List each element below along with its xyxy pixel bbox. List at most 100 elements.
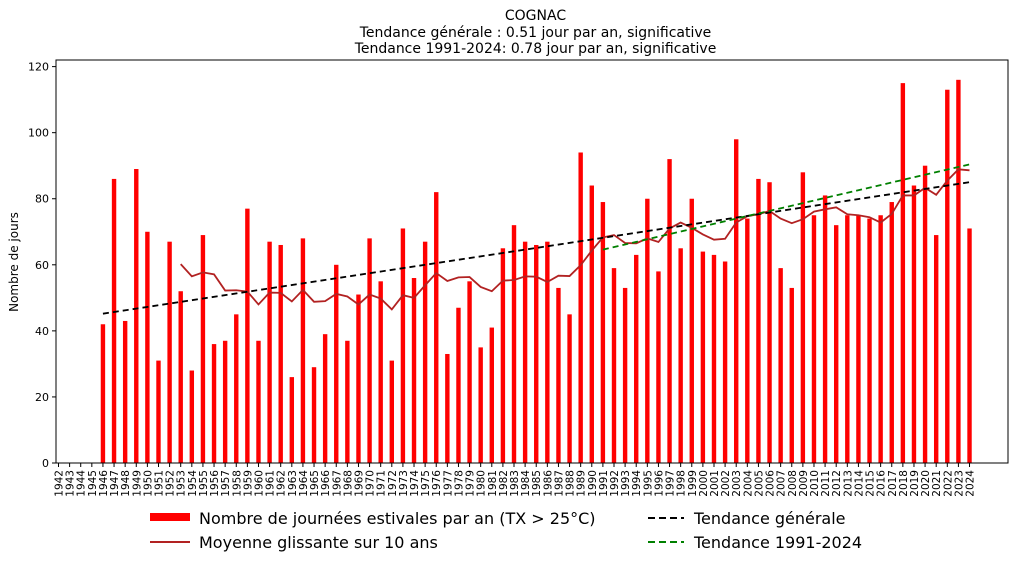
x-tick-label-2014: 2014 (853, 470, 865, 497)
bar-2005 (756, 178, 761, 464)
x-tick-label-1995: 1995 (642, 470, 654, 497)
bar-1968 (345, 340, 350, 463)
x-tick-label-1984: 1984 (520, 470, 532, 497)
legend-label-trend-1991-2024: Tendance 1991-2024 (693, 533, 862, 552)
bar-1964 (300, 238, 306, 463)
x-tick-label-2021: 2021 (931, 470, 943, 497)
bar-1980 (478, 347, 483, 463)
x-tick-label-2006: 2006 (765, 470, 777, 497)
bar-1947 (111, 178, 117, 464)
bar-1958 (234, 314, 239, 463)
bar-1989 (578, 152, 583, 464)
x-tick-label-1960: 1960 (253, 470, 265, 497)
legend-label-bars: Nombre de journées estivales par an (TX … (199, 509, 596, 528)
x-tick-label-2013: 2013 (842, 470, 854, 497)
bar-1993 (622, 287, 628, 463)
bar-1972 (389, 360, 394, 463)
x-tick-label-2010: 2010 (809, 470, 821, 497)
bar-1986 (545, 241, 550, 463)
bar-2013 (845, 215, 850, 463)
x-tick-label-1952: 1952 (165, 470, 177, 497)
x-tick-label-1987: 1987 (553, 470, 565, 497)
bar-2017 (889, 202, 894, 464)
bar-1994 (634, 254, 639, 463)
bar-1952 (167, 241, 172, 463)
bar-1984 (522, 241, 528, 463)
x-tick-label-1982: 1982 (498, 470, 510, 497)
bar-1969 (356, 294, 361, 463)
bar-1962 (278, 244, 283, 463)
x-tick-label-1950: 1950 (142, 470, 154, 497)
bar-2001 (711, 254, 717, 463)
plot-frame (55, 59, 1009, 464)
bar-1996 (656, 271, 661, 463)
plot-area (100, 79, 972, 464)
bar-1998 (678, 248, 683, 463)
bar-1973 (400, 228, 406, 463)
y-tick-label-80: 80 (35, 193, 49, 206)
x-tick-label-2007: 2007 (776, 470, 788, 497)
bar-1983 (511, 225, 517, 463)
x-tick-label-2004: 2004 (742, 470, 754, 497)
bar-2023 (956, 79, 961, 463)
y-axis-label: Nombre de jours (7, 212, 21, 312)
bar-1978 (456, 307, 461, 463)
bar-2006 (767, 182, 772, 463)
x-tick-label-1966: 1966 (320, 470, 332, 497)
bar-1977 (445, 353, 450, 463)
bar-1950 (145, 231, 150, 463)
bar-1954 (189, 370, 195, 463)
x-tick-label-1958: 1958 (231, 470, 243, 497)
x-tick-label-2022: 2022 (942, 470, 954, 497)
bar-1979 (467, 281, 472, 463)
x-tick-label-1949: 1949 (131, 470, 143, 497)
bar-2015 (867, 218, 872, 463)
x-tick-label-2011: 2011 (820, 470, 832, 497)
bar-1961 (267, 241, 272, 463)
x-tick-label-2003: 2003 (731, 470, 743, 497)
x-tick-label-1999: 1999 (687, 470, 699, 497)
bar-1985 (534, 244, 539, 463)
x-axis: 1942 1943 1944 1945 1946 1947 1948 1949 1950 1951… (54, 463, 977, 497)
x-tick-label-2005: 2005 (753, 470, 765, 497)
y-tick-label-40: 40 (35, 325, 49, 338)
legend: Nombre de journées estivales par an (TX … (150, 509, 862, 552)
y-axis: 0 20 40 60 80 100 120 (28, 61, 56, 470)
bar-1948 (122, 320, 128, 463)
bar-1982 (500, 248, 506, 463)
bar-1971 (378, 281, 383, 463)
x-tick-label-1970: 1970 (365, 470, 377, 497)
y-tick-label-100: 100 (28, 127, 49, 140)
x-tick-label-2019: 2019 (909, 470, 921, 497)
x-tick-label-2024: 2024 (965, 470, 977, 497)
x-tick-label-1981: 1981 (487, 470, 499, 497)
bar-1997 (667, 159, 672, 463)
x-tick-label-1992: 1992 (609, 470, 621, 497)
bar-1999 (689, 198, 694, 464)
bar-1959 (245, 208, 250, 463)
legend-label-rolling-mean: Moyenne glissante sur 10 ans (199, 533, 438, 552)
bar-1992 (611, 268, 617, 463)
bar-1963 (289, 377, 295, 463)
x-tick-label-2017: 2017 (887, 470, 899, 497)
x-tick-label-1990: 1990 (587, 470, 599, 497)
bar-1946 (100, 324, 106, 463)
bar-1970 (367, 238, 372, 463)
x-tick-label-1947: 1947 (109, 470, 121, 497)
x-tick-label-1988: 1988 (565, 470, 577, 497)
x-tick-label-1954: 1954 (187, 470, 199, 497)
x-tick-label-1972: 1972 (387, 470, 399, 497)
bar-2021 (933, 235, 939, 463)
x-tick-label-1976: 1976 (431, 470, 443, 497)
bar-1965 (311, 367, 317, 463)
x-tick-label-1997: 1997 (665, 470, 677, 497)
trend-1991-2024-line (602, 163, 970, 251)
x-tick-label-1977: 1977 (442, 470, 454, 497)
bar-2004 (745, 218, 750, 463)
bar-1955 (200, 235, 206, 463)
x-tick-label-2009: 2009 (798, 470, 810, 497)
x-tick-label-1975: 1975 (420, 470, 432, 497)
bar-1991 (600, 202, 606, 464)
chart-subtitle-1: Tendance générale : 0.51 jour par an, si… (359, 25, 712, 41)
